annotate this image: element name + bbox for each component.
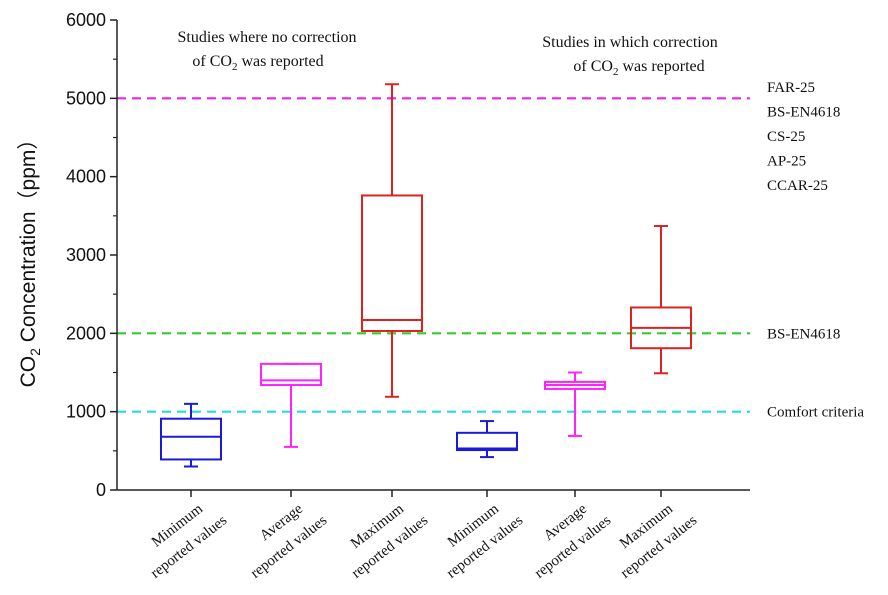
reference-label: Comfort criteria	[767, 405, 864, 421]
annotation-prefix: of CO	[192, 53, 232, 70]
reference-label: AP-25	[767, 154, 806, 170]
box-2	[260, 362, 322, 448]
reference-label: BS-EN4618	[767, 105, 840, 121]
annotation-2-line1: Studies in which correction	[542, 34, 718, 51]
reference-label: CS-25	[767, 129, 805, 145]
x-category-label: Minimumreported values	[429, 493, 526, 581]
box-6	[630, 225, 692, 375]
annotation-prefix: of CO	[573, 58, 613, 75]
annotation-1-line1: Studies where no correction	[177, 29, 356, 46]
reference-label: CCAR-25	[767, 178, 828, 194]
box-iqr	[361, 194, 423, 332]
box-4	[456, 420, 518, 459]
y-axis-label: CO2 Concentration（ppm）	[17, 129, 43, 388]
box-1	[160, 402, 222, 468]
y-tick-label: 3000	[66, 245, 106, 265]
x-category-label: Maximumreported values	[334, 493, 431, 581]
box-3	[361, 83, 423, 398]
box-iqr	[160, 417, 222, 461]
annotation-subscript: 2	[232, 61, 238, 73]
annotation-suffix: was reported	[237, 53, 323, 70]
y-tick-label: 2000	[66, 323, 106, 343]
y-tick-label: 5000	[66, 88, 106, 108]
x-category-label: Maximumreported values	[603, 493, 700, 581]
reference-label: BS-EN4618	[767, 326, 840, 342]
annotation-subscript: 2	[613, 66, 619, 78]
y-tick-label: 6000	[66, 10, 106, 30]
y-axis-label-suffix: Concentration（ppm）	[17, 129, 40, 348]
box-iqr	[260, 362, 322, 387]
x-category-label: Minimumreported values	[133, 493, 230, 581]
box-5	[544, 371, 606, 437]
reference-label: FAR-25	[767, 80, 815, 96]
annotation-1-line2: of CO2 was reported	[192, 53, 323, 73]
y-axis-label-prefix: CO	[17, 356, 40, 388]
y-tick-label: 0	[96, 480, 106, 500]
box-iqr	[456, 431, 518, 452]
annotation-2-line2: of CO2 was reported	[573, 58, 704, 78]
x-category-label: Averagereported values	[517, 493, 614, 581]
y-axis-label-subscript: 2	[27, 348, 43, 356]
y-tick-label: 1000	[66, 402, 106, 422]
y-tick-label: 4000	[66, 167, 106, 187]
annotation-suffix: was reported	[618, 58, 704, 75]
x-category-label: Averagereported values	[233, 493, 330, 581]
